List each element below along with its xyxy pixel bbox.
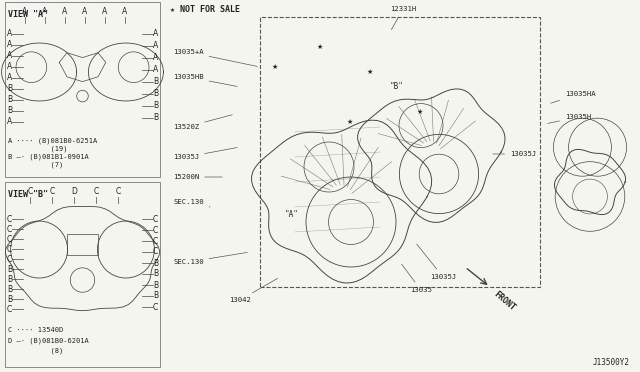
Text: 13520Z: 13520Z bbox=[173, 115, 232, 130]
Text: A: A bbox=[153, 29, 158, 38]
Text: FRONT: FRONT bbox=[492, 290, 517, 313]
Text: C: C bbox=[7, 305, 12, 314]
Text: C: C bbox=[153, 302, 158, 311]
Text: ★: ★ bbox=[367, 69, 373, 75]
Text: 13035HB: 13035HB bbox=[173, 74, 237, 86]
Text: C: C bbox=[153, 237, 158, 246]
Text: A: A bbox=[122, 7, 127, 16]
Text: A: A bbox=[153, 65, 158, 74]
Text: C: C bbox=[153, 225, 158, 234]
Text: D: D bbox=[71, 187, 77, 196]
Text: B: B bbox=[153, 292, 158, 301]
Text: C: C bbox=[115, 187, 120, 196]
Text: 13035J: 13035J bbox=[173, 148, 237, 160]
Text: 13035+A: 13035+A bbox=[173, 49, 257, 67]
Text: B: B bbox=[153, 269, 158, 279]
Text: 13042: 13042 bbox=[229, 278, 278, 303]
Text: A: A bbox=[83, 7, 88, 16]
Text: C: C bbox=[7, 234, 12, 244]
Text: ★: ★ bbox=[272, 64, 278, 70]
Text: (19): (19) bbox=[8, 145, 67, 151]
Text: B: B bbox=[153, 77, 158, 86]
Text: C: C bbox=[49, 187, 54, 196]
Text: B: B bbox=[153, 280, 158, 289]
Bar bbox=[260, 17, 540, 287]
Text: 13035J: 13035J bbox=[493, 151, 536, 157]
Text: C ···· 13540D: C ···· 13540D bbox=[8, 327, 63, 333]
Text: B: B bbox=[7, 275, 12, 283]
Text: 13035: 13035 bbox=[402, 264, 432, 293]
Text: C: C bbox=[7, 254, 12, 263]
Text: A: A bbox=[7, 62, 12, 71]
Text: 13035J: 13035J bbox=[417, 244, 456, 280]
Text: A: A bbox=[22, 7, 28, 16]
Text: "A": "A" bbox=[285, 210, 299, 219]
Text: C: C bbox=[7, 215, 12, 224]
Text: (7): (7) bbox=[8, 161, 63, 167]
Text: B: B bbox=[7, 84, 12, 93]
Bar bbox=[67, 234, 98, 254]
Text: C: C bbox=[153, 215, 158, 224]
Bar bbox=[5, 182, 160, 367]
Text: VIEW "B": VIEW "B" bbox=[8, 190, 48, 199]
Text: 13035HA: 13035HA bbox=[550, 91, 596, 103]
Text: B: B bbox=[153, 113, 158, 122]
Text: B: B bbox=[7, 285, 12, 294]
Text: SEC.130: SEC.130 bbox=[173, 199, 210, 207]
Text: C: C bbox=[153, 247, 158, 257]
Text: B: B bbox=[7, 264, 12, 273]
Text: A ···· (B)081B0-6251A: A ···· (B)081B0-6251A bbox=[8, 137, 97, 144]
Text: 13035H: 13035H bbox=[548, 114, 591, 124]
Text: A: A bbox=[7, 117, 12, 126]
Text: J13500Y2: J13500Y2 bbox=[593, 358, 630, 367]
Text: C: C bbox=[28, 187, 33, 196]
Text: 12331H: 12331H bbox=[390, 6, 416, 30]
Text: A: A bbox=[153, 41, 158, 50]
Text: B: B bbox=[153, 89, 158, 98]
Text: A: A bbox=[42, 7, 47, 16]
Text: 15200N: 15200N bbox=[173, 174, 222, 180]
Text: A: A bbox=[62, 7, 68, 16]
Text: B: B bbox=[7, 295, 12, 304]
Text: ★: ★ bbox=[347, 119, 353, 125]
Text: C: C bbox=[7, 244, 12, 253]
Text: ★: ★ bbox=[417, 109, 423, 115]
Text: SEC.130: SEC.130 bbox=[173, 253, 247, 265]
Text: "B": "B" bbox=[390, 82, 404, 91]
Text: ★: ★ bbox=[317, 44, 323, 50]
Text: B: B bbox=[153, 259, 158, 267]
Text: VIEW "A": VIEW "A" bbox=[8, 10, 48, 19]
Text: A: A bbox=[7, 29, 12, 38]
Bar bbox=[5, 2, 160, 177]
Text: B: B bbox=[7, 106, 12, 115]
Text: C: C bbox=[7, 224, 12, 234]
Text: A: A bbox=[7, 51, 12, 60]
Text: (8): (8) bbox=[8, 347, 63, 353]
Text: A: A bbox=[7, 40, 12, 49]
Text: A: A bbox=[7, 73, 12, 82]
Text: C: C bbox=[93, 187, 99, 196]
Text: ★ NOT FOR SALE: ★ NOT FOR SALE bbox=[170, 5, 240, 14]
Text: A: A bbox=[102, 7, 108, 16]
Text: B: B bbox=[7, 95, 12, 104]
Text: B: B bbox=[153, 101, 158, 110]
Text: D —· (B)081B0-6201A: D —· (B)081B0-6201A bbox=[8, 337, 89, 343]
Text: A: A bbox=[153, 53, 158, 62]
Text: B —· (B)081B1-0901A: B —· (B)081B1-0901A bbox=[8, 153, 89, 160]
